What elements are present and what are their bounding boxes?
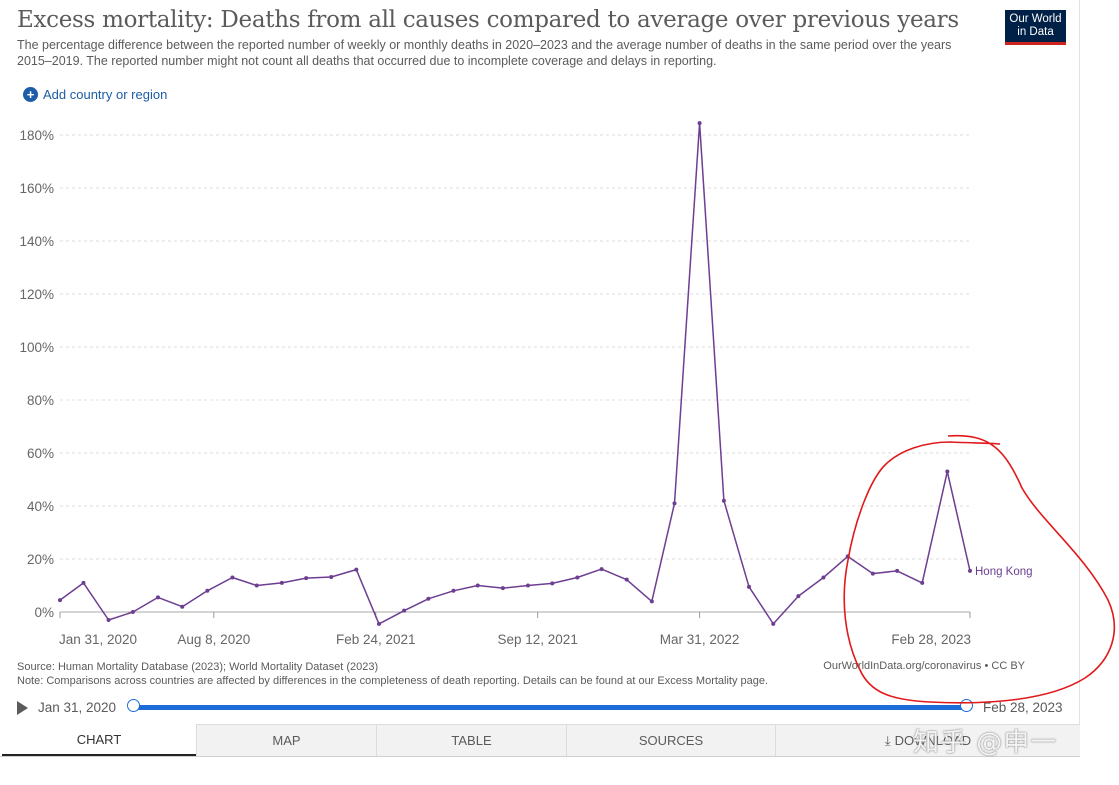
timeline-slider: Jan 31, 2020 Feb 28, 2023 xyxy=(17,698,1077,718)
y-tick-label: 80% xyxy=(27,393,54,408)
data-point xyxy=(376,621,381,626)
data-point xyxy=(525,583,530,588)
data-point xyxy=(945,469,950,474)
data-point xyxy=(895,568,900,573)
timeline-end-label: Feb 28, 2023 xyxy=(983,700,1063,715)
timeline-end-handle[interactable] xyxy=(960,699,973,712)
timeline-start-handle[interactable] xyxy=(127,699,140,712)
tab-chart[interactable]: CHART xyxy=(2,724,196,756)
plus-circle-icon: + xyxy=(23,87,38,102)
data-point xyxy=(354,567,359,572)
data-point xyxy=(500,586,505,591)
tab-download[interactable]: ⤓ DOWNLOAD xyxy=(775,724,1080,756)
y-tick-label: 0% xyxy=(34,605,54,620)
timeline-track[interactable] xyxy=(133,705,968,710)
series-lines: Hong Kong xyxy=(58,121,1033,626)
data-point xyxy=(205,588,210,593)
source-note: Source: Human Mortality Database (2023);… xyxy=(17,660,768,688)
x-tick-label: Feb 24, 2021 xyxy=(336,632,416,647)
tab-map[interactable]: MAP xyxy=(196,724,376,756)
data-point xyxy=(329,575,334,580)
tab-download-label: DOWNLOAD xyxy=(894,733,972,748)
watermark-text: 知乎 @申一 xyxy=(913,728,1058,758)
data-point xyxy=(106,617,111,622)
data-point xyxy=(968,568,972,573)
data-point xyxy=(402,608,407,613)
timeline-start-label: Jan 31, 2020 xyxy=(38,700,117,715)
data-point xyxy=(796,594,801,599)
tab-sources[interactable]: SOURCES xyxy=(566,724,775,756)
data-point xyxy=(649,599,654,604)
x-tick-label: Aug 8, 2020 xyxy=(177,632,250,647)
data-point xyxy=(672,501,677,506)
y-axis: 0% 20% 40% 60% 80% 100% 120% 140% 160% 180% xyxy=(19,128,54,620)
data-point xyxy=(58,598,62,603)
data-point xyxy=(304,576,309,581)
y-tick-label: 40% xyxy=(27,499,54,514)
data-point xyxy=(180,604,185,609)
add-country-label: Add country or region xyxy=(43,87,168,102)
data-point xyxy=(845,554,850,559)
data-point xyxy=(451,588,456,593)
x-tick-label: Mar 31, 2022 xyxy=(660,632,740,647)
license-link[interactable]: OurWorldInData.org/coronavirus • CC BY xyxy=(823,660,1025,672)
x-tick-label: Feb 28, 2023 xyxy=(891,632,971,647)
y-tick-label: 160% xyxy=(19,181,54,196)
owid-logo[interactable]: Our World in Data xyxy=(1005,10,1066,45)
data-point xyxy=(721,498,726,503)
grid-lines xyxy=(60,134,970,613)
data-point xyxy=(771,621,776,626)
download-icon: ⤓ xyxy=(884,732,891,748)
logo-line-2: in Data xyxy=(1017,26,1054,38)
play-icon[interactable] xyxy=(17,701,28,715)
note-text: Note: Comparisons across countries are a… xyxy=(17,675,769,687)
data-point xyxy=(599,567,604,572)
chart-card: Excess mortality: Deaths from all causes… xyxy=(0,0,1080,757)
tab-table[interactable]: TABLE xyxy=(376,724,566,756)
data-point xyxy=(155,595,160,600)
data-point xyxy=(624,577,629,582)
y-tick-label: 120% xyxy=(19,287,54,302)
data-point xyxy=(920,580,925,585)
source-text: Source: Human Mortality Database (2023);… xyxy=(17,661,379,673)
y-tick-label: 100% xyxy=(19,340,54,355)
add-country-button[interactable]: + Add country or region xyxy=(23,87,167,102)
series-line-hong-kong xyxy=(59,122,971,625)
data-point xyxy=(821,575,826,580)
y-tick-label: 140% xyxy=(19,234,54,249)
chart-subtitle: The percentage difference between the re… xyxy=(17,38,952,68)
data-point xyxy=(575,575,580,580)
data-point xyxy=(746,584,751,589)
x-tick-label: Sep 12, 2021 xyxy=(498,632,578,647)
x-tick-label: Jan 31, 2020 xyxy=(59,632,137,647)
data-point xyxy=(254,583,259,588)
x-axis: Jan 31, 2020 Aug 8, 2020 Feb 24, 2021 Sep 1… xyxy=(59,612,971,647)
data-point xyxy=(550,581,555,586)
y-tick-label: 20% xyxy=(27,552,54,567)
data-point xyxy=(426,596,431,601)
line-chart: 0% 20% 40% 60% 80% 100% 120% 140% 160% 180% Jan 3… xyxy=(19,121,1033,647)
logo-line-1: Our World xyxy=(1009,13,1062,25)
data-point xyxy=(697,121,702,126)
y-tick-label: 180% xyxy=(19,128,54,143)
data-point xyxy=(130,610,135,614)
series-label-hong-kong: Hong Kong xyxy=(975,566,1033,578)
data-point xyxy=(81,580,86,585)
data-point xyxy=(279,580,284,585)
y-tick-label: 60% xyxy=(27,446,54,461)
tab-bar: CHART MAP TABLE SOURCES ⤓ DOWNLOAD xyxy=(2,724,1080,757)
data-point xyxy=(475,583,480,588)
data-point xyxy=(870,571,875,576)
chart-title: Excess mortality: Deaths from all causes… xyxy=(17,7,959,33)
data-point xyxy=(230,575,235,580)
